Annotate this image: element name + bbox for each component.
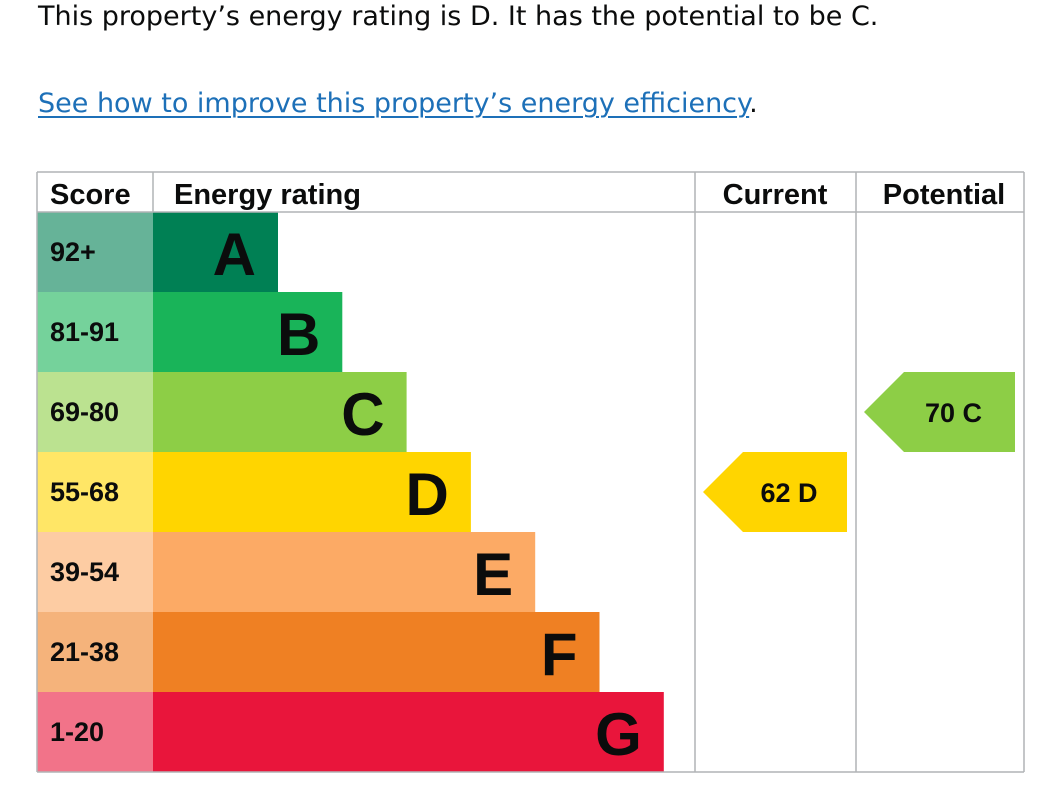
current-rating-label: 62 D (760, 478, 817, 508)
score-cell-b (37, 292, 153, 372)
rating-bands: 92+ A 81-91 B 69-80 C 55-68 D 39-54 E 21-38 F 1-20 G (37, 212, 664, 772)
improve-energy-efficiency-link[interactable]: See how to improve this property’s energ… (38, 88, 750, 119)
current-arrow (703, 452, 847, 532)
rating-letter-f: F (541, 621, 578, 688)
rating-letter-g: G (595, 701, 642, 768)
rating-bar-c (153, 372, 407, 452)
header-current: Current (723, 179, 828, 211)
improve-paragraph: See how to improve this property’s energ… (38, 86, 758, 122)
chart-grid (36, 171, 1025, 773)
energy-rating-summary: This property’s energy rating is D. It h… (38, 1, 879, 32)
score-cell-e (37, 532, 153, 612)
rating-letter-b: B (277, 301, 320, 368)
rating-bar-g (153, 692, 664, 772)
rating-bar-a (153, 212, 278, 292)
score-cell-g (37, 692, 153, 772)
rating-letter-e: E (473, 541, 513, 608)
rating-letter-a: A (213, 221, 256, 288)
score-cell-f (37, 612, 153, 692)
potential-rating-label: 70 C (925, 398, 982, 428)
score-range-c: 69-80 (50, 397, 119, 427)
rating-letter-c: C (341, 381, 384, 448)
score-cell-d (37, 452, 153, 532)
score-range-a: 92+ (50, 237, 96, 267)
rating-arrows: 62 D 70 C (703, 372, 1015, 532)
rating-bar-f (153, 612, 600, 692)
header-energy-rating: Energy rating (174, 179, 361, 211)
header-score: Score (50, 179, 131, 211)
score-cell-c (37, 372, 153, 452)
score-range-g: 1-20 (50, 717, 104, 747)
improve-link-suffix: . (749, 88, 758, 119)
score-range-d: 55-68 (50, 477, 119, 507)
rating-bar-b (153, 292, 343, 372)
rating-bar-d (153, 452, 471, 532)
score-range-b: 81-91 (50, 317, 119, 347)
rating-bar-e (153, 532, 536, 612)
header-potential: Potential (883, 179, 1005, 211)
score-range-f: 21-38 (50, 637, 119, 667)
score-range-e: 39-54 (50, 557, 119, 587)
rating-letter-d: D (406, 461, 449, 528)
potential-arrow (864, 372, 1015, 452)
score-cell-a (37, 212, 153, 292)
